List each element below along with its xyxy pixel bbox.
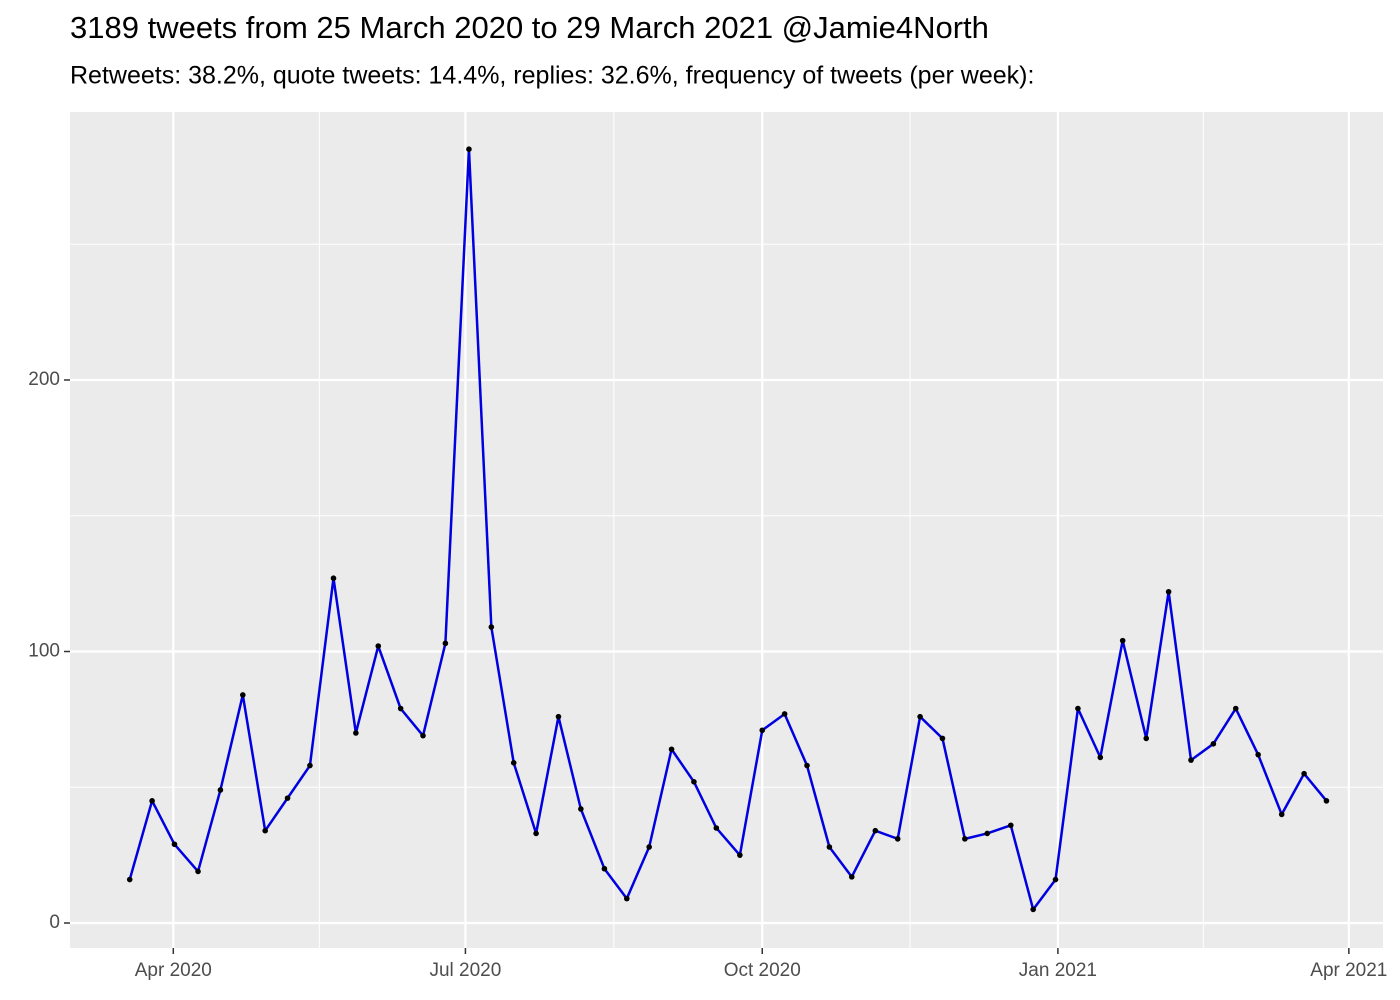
- point: [284, 795, 291, 801]
- plot-panel: [70, 112, 1383, 948]
- chart-title: 3189 tweets from 25 March 2020 to 29 Mar…: [70, 10, 989, 45]
- point: [171, 841, 178, 848]
- point: [1301, 770, 1307, 777]
- point: [239, 692, 246, 698]
- point: [691, 779, 697, 785]
- y-tick-label: 0: [49, 912, 60, 933]
- point: [713, 825, 720, 831]
- point: [872, 827, 879, 834]
- point: [1075, 705, 1081, 712]
- point: [397, 705, 404, 712]
- y-tick-label: 200: [28, 369, 60, 390]
- point: [307, 762, 313, 769]
- point: [1007, 822, 1014, 829]
- point: [1188, 757, 1194, 763]
- x-tick-label: Jan 2021: [1019, 960, 1097, 981]
- point: [578, 806, 584, 812]
- point: [330, 575, 337, 581]
- point: [962, 836, 968, 842]
- point: [759, 727, 766, 734]
- point: [894, 836, 901, 842]
- point: [1030, 906, 1036, 913]
- point: [781, 711, 788, 717]
- point: [623, 895, 630, 902]
- point: [1165, 588, 1172, 595]
- point: [533, 830, 539, 837]
- point: [1323, 798, 1330, 804]
- point: [555, 713, 562, 720]
- point: [848, 874, 855, 880]
- x-tick-label: Apr 2021: [1310, 960, 1387, 981]
- point: [510, 760, 517, 766]
- point: [126, 876, 133, 883]
- point: [466, 146, 472, 152]
- point: [1255, 751, 1261, 758]
- line: [128, 147, 1328, 911]
- point: [1052, 876, 1059, 883]
- point: [442, 640, 449, 647]
- point: [601, 865, 608, 872]
- point: [737, 852, 743, 858]
- point: [1143, 735, 1150, 742]
- point: [262, 827, 268, 834]
- point: [646, 844, 652, 850]
- x-tick-label: Oct 2020: [724, 960, 801, 981]
- y-tick-label: 100: [28, 641, 60, 662]
- point: [984, 830, 991, 837]
- point: [149, 798, 155, 804]
- point: [195, 868, 201, 875]
- x-tick-label: Apr 2020: [135, 960, 212, 981]
- chart-subtitle: Retweets: 38.2%, quote tweets: 14.4%, re…: [70, 62, 1034, 90]
- point: [217, 787, 224, 793]
- point: [1097, 754, 1104, 761]
- point: [939, 735, 946, 742]
- point: [917, 713, 923, 720]
- point: [1278, 811, 1285, 818]
- point: [1210, 741, 1217, 747]
- point: [1119, 637, 1126, 644]
- point: [375, 643, 382, 649]
- point: [420, 732, 426, 739]
- point: [353, 730, 359, 736]
- point: [1232, 705, 1239, 712]
- point: [826, 844, 833, 850]
- x-tick-label: Jul 2020: [429, 960, 501, 981]
- point: [804, 762, 810, 769]
- point: [668, 746, 675, 753]
- point: [488, 624, 495, 630]
